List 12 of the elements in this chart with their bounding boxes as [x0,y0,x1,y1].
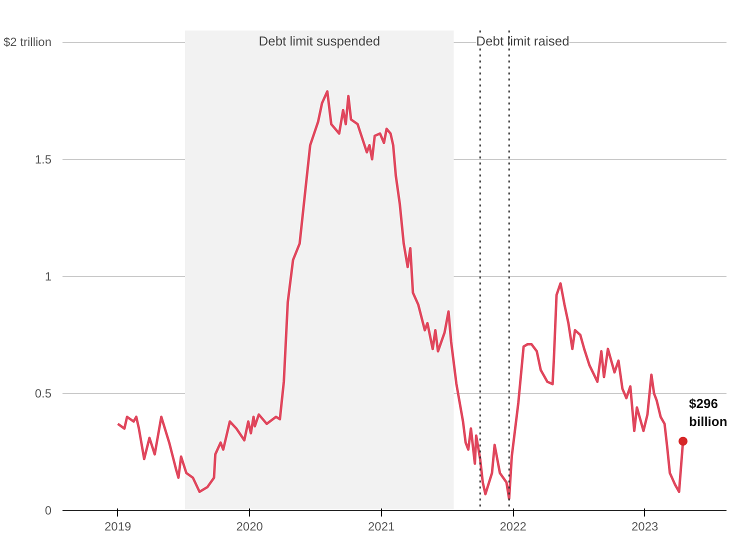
x-tick-label: 2020 [236,520,264,533]
x-tick-label: 2021 [368,520,395,533]
band-label: Debt limit suspended [258,34,380,48]
x-tick-label: 2023 [631,520,658,533]
annotation: $296 billion [689,396,728,430]
y-tick-label: 1 [44,269,52,284]
x-tick-label: 2019 [104,520,132,533]
x-tick-label: 2022 [500,520,527,533]
y-tick-label: 0.5 [34,386,52,400]
y-tick-label: 1.5 [34,152,52,166]
y-tick-label: $2 trillion [3,35,52,50]
y-tick-label: 0 [44,504,52,518]
